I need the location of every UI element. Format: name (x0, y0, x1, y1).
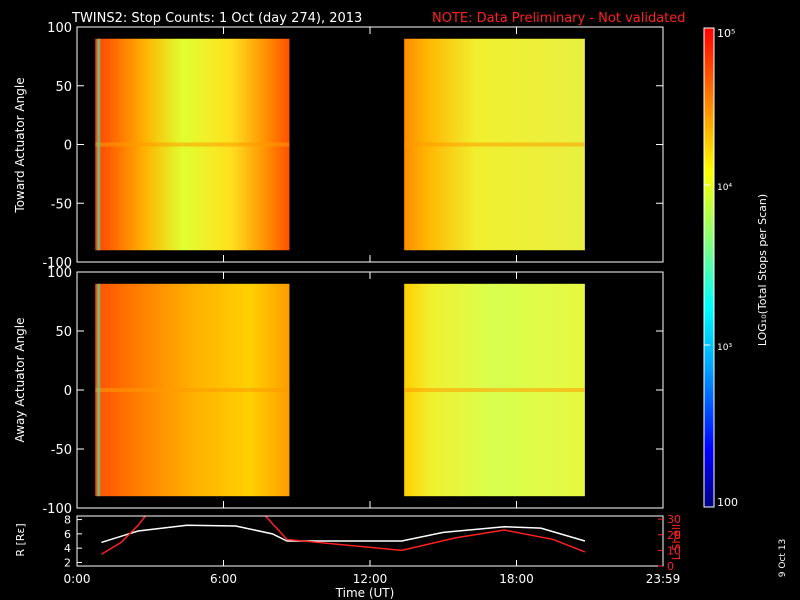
time-axis: 0:00 6:00 12:00 18:00 23:59 (64, 560, 681, 586)
chart-title: TWINS2: Stop Counts: 1 Oct (day 274), 20… (71, 11, 362, 26)
orbit-ylabel-right: L Shell (670, 524, 683, 560)
toward-panel: 100 50 0 -50 -100 (42, 21, 664, 271)
y-tick-label: 50 (55, 80, 72, 95)
zero-angle-band (95, 142, 290, 147)
y-tick-label: 6 (64, 528, 71, 541)
y-tick-label: -100 (42, 502, 72, 517)
x-tick-label: 6:00 (210, 572, 237, 586)
colorbar-tick-upper: 10⁴ (717, 183, 732, 193)
away-ylabel: Away Actuator Angle (13, 317, 27, 442)
y-tick-label-right: 10 (667, 544, 681, 557)
date-stamp: 9 Oct 13 (778, 539, 788, 577)
y-tick-label: -100 (42, 256, 72, 271)
x-axis-label: Time (UT) (335, 586, 395, 600)
colorbar (703, 27, 715, 508)
y-tick-label-right: 20 (667, 529, 681, 542)
colorbar-tick-bottom: 100 (717, 496, 738, 509)
low-count-streak (97, 38, 101, 251)
x-tick-label: 23:59 (646, 572, 681, 586)
l-shell-line (101, 516, 147, 555)
away-panel: 100 50 0 -50 -100 (42, 266, 664, 517)
y-tick-label: -50 (51, 197, 72, 212)
colorbar-tick-lower: 10³ (717, 343, 732, 353)
y-tick-label-right: 30 (667, 513, 681, 526)
low-count-streak (97, 283, 101, 497)
zero-angle-band (404, 142, 585, 147)
chart-note: NOTE: Data Preliminary - Not validated (432, 11, 686, 26)
y-tick-label: 0 (64, 384, 72, 399)
y-tick-label: 100 (47, 21, 72, 36)
y-tick-label: 4 (64, 542, 71, 555)
toward-ylabel: Toward Actuator Angle (13, 77, 27, 213)
x-tick-label: 0:00 (64, 572, 91, 586)
l-shell-line (264, 516, 586, 553)
x-tick-label: 12:00 (353, 572, 388, 586)
zero-angle-band (95, 388, 290, 392)
radius-line (101, 524, 586, 544)
y-tick-label-right: 0 (667, 560, 674, 573)
y-tick-label: 50 (55, 325, 72, 340)
y-tick-label: -50 (51, 443, 72, 458)
y-tick-label: 100 (47, 266, 72, 281)
colorbar-tick-top: 10⁵ (717, 27, 735, 40)
y-tick-label: 8 (64, 514, 71, 527)
orbit-ylabel-left: R [Rε] (14, 523, 27, 556)
zero-angle-band (404, 388, 585, 392)
x-tick-label: 18:00 (499, 572, 534, 586)
y-tick-label: 0 (64, 139, 72, 154)
colorbar-label: LOG₁₀(Total Stops per Scan) (756, 194, 769, 346)
y-tick-label: 2 (64, 556, 71, 569)
